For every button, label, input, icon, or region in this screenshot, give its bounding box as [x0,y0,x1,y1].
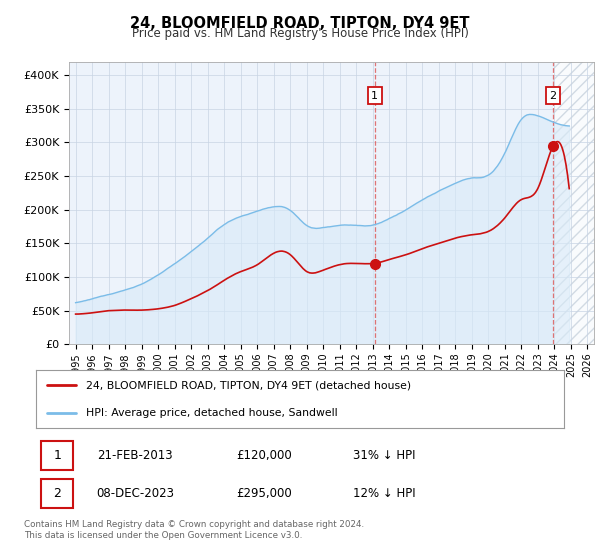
FancyBboxPatch shape [41,479,73,508]
Text: 24, BLOOMFIELD ROAD, TIPTON, DY4 9ET (detached house): 24, BLOOMFIELD ROAD, TIPTON, DY4 9ET (de… [86,380,411,390]
Text: 31% ↓ HPI: 31% ↓ HPI [353,449,415,462]
Text: Price paid vs. HM Land Registry's House Price Index (HPI): Price paid vs. HM Land Registry's House … [131,27,469,40]
Text: 2: 2 [53,487,61,500]
Text: £295,000: £295,000 [236,487,292,500]
Text: 12% ↓ HPI: 12% ↓ HPI [353,487,415,500]
FancyBboxPatch shape [41,441,73,470]
Text: 2: 2 [550,91,557,101]
Text: 08-DEC-2023: 08-DEC-2023 [97,487,175,500]
Text: 1: 1 [53,449,61,462]
Text: Contains HM Land Registry data © Crown copyright and database right 2024.
This d: Contains HM Land Registry data © Crown c… [24,520,364,540]
Text: 21-FEB-2013: 21-FEB-2013 [97,449,172,462]
Text: 24, BLOOMFIELD ROAD, TIPTON, DY4 9ET: 24, BLOOMFIELD ROAD, TIPTON, DY4 9ET [130,16,470,31]
Text: HPI: Average price, detached house, Sandwell: HPI: Average price, detached house, Sand… [86,408,338,418]
Text: £120,000: £120,000 [236,449,292,462]
Text: 1: 1 [371,91,378,101]
